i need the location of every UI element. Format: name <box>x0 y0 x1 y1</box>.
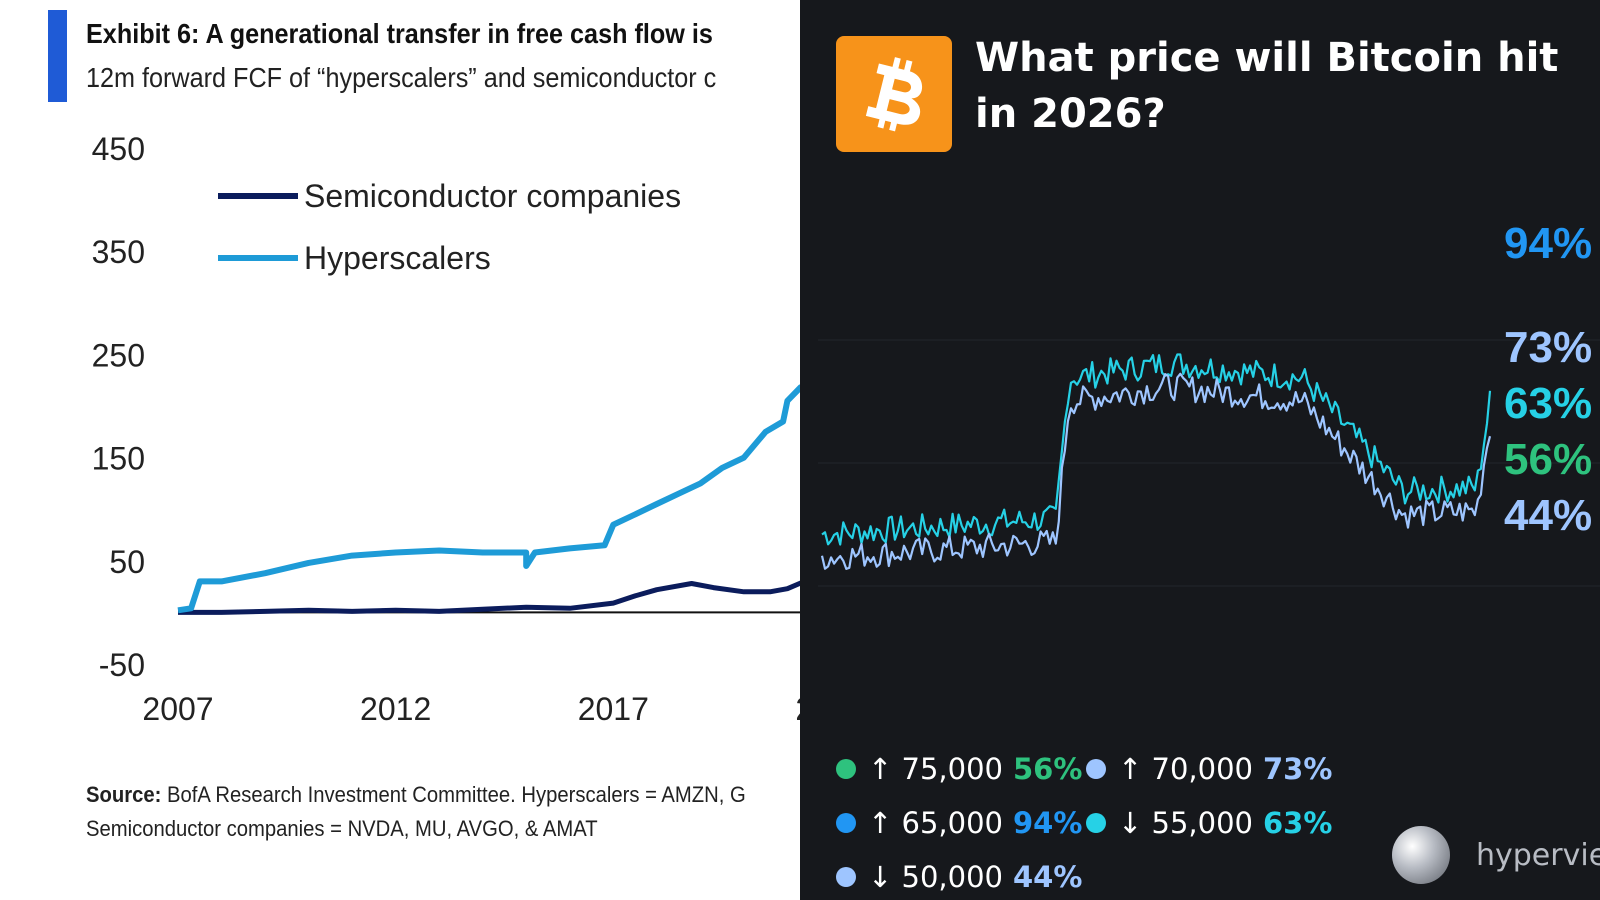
end-value-label: 44% <box>1504 491 1592 540</box>
fcf-line-chart: 450 350 250 150 50 -50 2007 2012 2017 2022 Semicon… <box>92 131 800 727</box>
legend-item: ↑ 70,000 73% <box>1086 752 1332 786</box>
x-tick-label: 2022 <box>795 691 800 727</box>
watermark: hyperview <box>1392 826 1600 884</box>
legend-percent: 94% <box>1013 806 1083 840</box>
legend-item: ↑ 65,000 94% <box>836 806 1082 840</box>
legend-label: Semiconductor companies <box>304 178 681 214</box>
end-value-label: 56% <box>1504 435 1592 484</box>
legend-item: ↑ 75,000 56% <box>836 752 1082 786</box>
end-value-label: 94% <box>1504 219 1592 268</box>
accent-bar <box>48 10 67 102</box>
y-tick-label: 250 <box>92 337 145 373</box>
legend-percent: 63% <box>1263 806 1333 840</box>
series-line-hyperscalers <box>177 384 800 614</box>
y-tick-label: 350 <box>92 234 145 270</box>
source-text-line2: Semiconductor companies = NVDA, MU, AVGO… <box>86 816 598 841</box>
legend-label: ↓ 55,000 <box>1118 806 1253 840</box>
legend-dot <box>836 867 856 887</box>
bitcoin-logo <box>836 36 952 152</box>
y-tick-label: 150 <box>92 441 145 477</box>
legend-percent: 73% <box>1263 752 1333 786</box>
legend-dot <box>1086 813 1106 833</box>
legend-percent: 44% <box>1013 860 1083 894</box>
legend-item: ↓ 55,000 63% <box>1086 806 1332 840</box>
poll-title: What price will Bitcoin hit in 2026? <box>975 35 1559 137</box>
bitcoin-prediction-panel: What price will Bitcoin hit in 2026? 94%… <box>800 0 1600 900</box>
end-value-label: 63% <box>1504 379 1592 428</box>
legend-label: Hyperscalers <box>304 240 491 276</box>
x-tick-label: 2012 <box>360 691 431 727</box>
legend-item: ↓ 50,000 44% <box>836 860 1082 894</box>
hyperview-logo-icon <box>1392 826 1450 884</box>
y-tick-label: 450 <box>92 131 145 167</box>
legend-dot <box>836 813 856 833</box>
end-value-label: 73% <box>1504 323 1592 372</box>
legend-percent: 56% <box>1013 752 1083 786</box>
legend-label: ↓ 50,000 <box>868 860 1003 894</box>
source-note: Source: BofA Research Investment Committ… <box>86 778 746 846</box>
trace-down-55000 <box>821 353 1492 546</box>
y-tick-label: -50 <box>99 647 145 683</box>
exhibit-title: Exhibit 6: A generational transfer in fr… <box>86 18 713 49</box>
series-line-semiconductor <box>178 580 800 615</box>
fcf-exhibit-panel: Exhibit 6: A generational transfer in fr… <box>48 10 800 846</box>
watermark-text: hyperview <box>1476 837 1600 873</box>
x-tick-label: 2007 <box>142 691 213 727</box>
bitcoin-icon <box>865 57 923 132</box>
y-tick-label: 50 <box>109 544 145 580</box>
x-tick-label: 2017 <box>578 691 649 727</box>
source-label: Source: <box>86 782 162 807</box>
legend-label: ↑ 75,000 <box>868 752 1003 786</box>
probability-line-chart: 94% 73% 63% 56% 44% <box>818 219 1600 587</box>
legend-dot <box>836 759 856 779</box>
trace-down-50000 <box>820 372 1492 571</box>
legend-dot <box>1086 759 1106 779</box>
exhibit-subtitle: 12m forward FCF of “hyperscalers” and se… <box>86 62 717 93</box>
legend-label: ↑ 65,000 <box>868 806 1003 840</box>
source-text-line1: BofA Research Investment Committee. Hype… <box>161 782 746 807</box>
legend-label: ↑ 70,000 <box>1118 752 1253 786</box>
